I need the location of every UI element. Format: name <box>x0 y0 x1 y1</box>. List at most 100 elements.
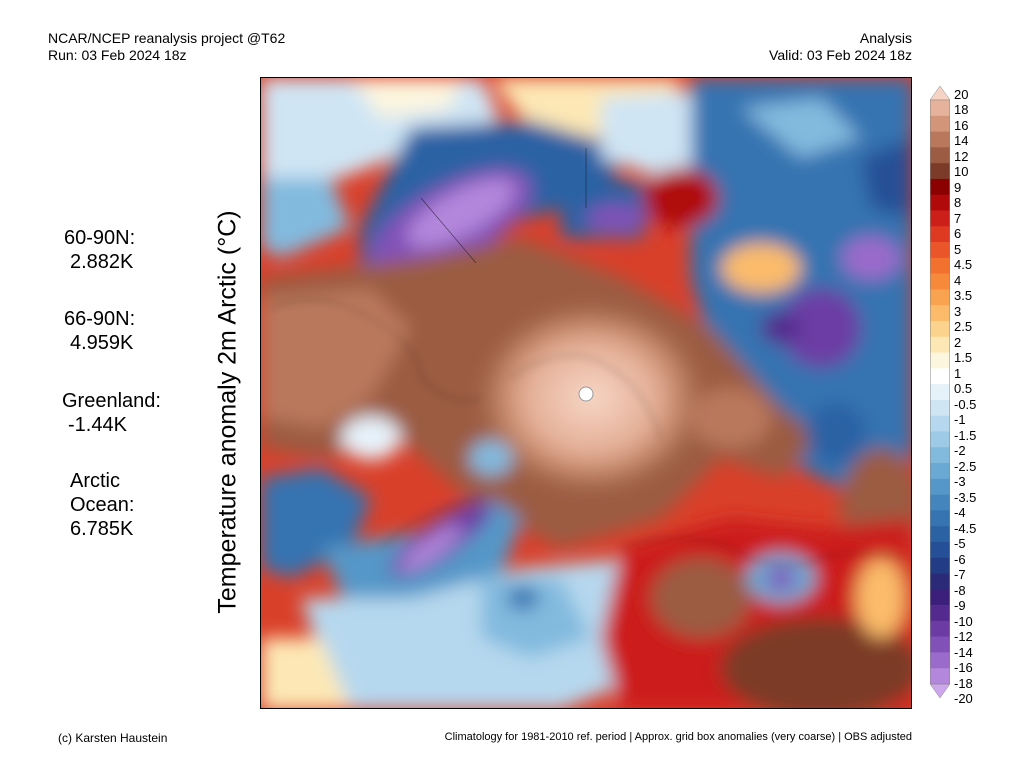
stat-value: 2.882K <box>70 251 134 273</box>
stat-label: 60-90N: <box>64 227 136 249</box>
colorbar-tick-label: 7 <box>954 210 962 226</box>
colorbar-tick-label: -8 <box>954 582 966 598</box>
colorbar-swatch <box>930 242 950 259</box>
stat-value: -1.44K <box>68 414 127 436</box>
colorbar-tick-label: 12 <box>954 148 969 164</box>
stat-label: 66-90N: <box>64 308 136 330</box>
colorbar-swatch <box>930 305 950 322</box>
colorbar-tick-label: -16 <box>954 660 973 676</box>
colorbar-swatch <box>930 431 950 448</box>
map-title: Temperature anomaly 2m Arctic (°C) <box>213 210 242 614</box>
colorbar-tick-label: 1 <box>954 365 962 381</box>
colorbar-tick-label: -3.5 <box>954 489 977 505</box>
colorbar-swatch <box>930 652 950 669</box>
colorbar-tick-label: 14 <box>954 133 969 149</box>
colorbar-tick-label: -20 <box>954 691 973 706</box>
stat-label-2: Ocean: <box>70 494 135 516</box>
colorbar-swatch <box>930 573 950 590</box>
project-title: NCAR/NCEP reanalysis project @T62 <box>48 30 286 46</box>
colorbar-swatch <box>930 194 950 211</box>
colorbar-swatch <box>930 368 950 385</box>
colorbar-swatch <box>930 494 950 511</box>
colorbar-tick-label: 6 <box>954 226 962 242</box>
colorbar-swatch <box>930 257 950 274</box>
colorbar-swatch <box>930 163 950 180</box>
colorbar-swatch <box>930 620 950 637</box>
stat-greenland: Greenland: -1.44K <box>62 389 161 437</box>
colorbar-tick-label: 1.5 <box>954 350 973 366</box>
colorbar-tick-label: 16 <box>954 117 969 133</box>
colorbar-swatch <box>930 541 950 559</box>
colorbar-swatch <box>930 557 950 574</box>
colorbar-tick-label: -3 <box>954 474 966 490</box>
colorbar-tick-label: 3 <box>954 303 962 319</box>
colorbar-tick-label: -14 <box>954 644 973 660</box>
colorbar-tick-label: -10 <box>954 613 973 629</box>
colorbar-tick-label: 9 <box>954 179 962 195</box>
colorbar-swatch <box>930 447 950 464</box>
analysis-label: Analysis <box>859 30 912 46</box>
colorbar-tick-label: -4.5 <box>954 520 977 536</box>
footer-note: Climatology for 1981-2010 ref. period | … <box>444 731 912 743</box>
colorbar-swatch <box>930 115 950 132</box>
stat-value: 4.959K <box>70 332 134 354</box>
colorbar <box>930 86 950 698</box>
run-time: Run: 03 Feb 2024 18z <box>48 47 187 63</box>
colorbar-swatch <box>930 668 950 685</box>
colorbar-swatch <box>930 320 950 338</box>
colorbar-swatch <box>930 147 950 164</box>
colorbar-swatch <box>930 289 950 306</box>
stat-66-90n: 66-90N: 4.959K <box>64 307 135 355</box>
credit: (c) Karsten Haustein <box>58 731 168 745</box>
colorbar-tick-label: -2.5 <box>954 458 977 474</box>
header-left: NCAR/NCEP reanalysis project @T62 Run: 0… <box>48 30 285 64</box>
colorbar-tick-label: 18 <box>954 102 969 118</box>
colorbar-tick-label: 0.5 <box>954 381 973 397</box>
stat-value: 6.785K <box>70 518 134 540</box>
colorbar-swatch <box>930 210 950 227</box>
colorbar-tick-label: -5 <box>954 536 966 552</box>
colorbar-tick-label: -9 <box>954 598 966 614</box>
colorbar-swatch <box>930 636 950 653</box>
colorbar-swatch <box>930 463 950 480</box>
valid-time: Valid: 03 Feb 2024 18z <box>769 47 912 63</box>
colorbar-swatch <box>930 415 950 432</box>
colorbar-swatch <box>930 352 950 369</box>
stat-label: Greenland: <box>62 390 161 412</box>
colorbar-swatch <box>930 273 950 290</box>
colorbar-tick-label: -18 <box>954 675 973 691</box>
colorbar-tick-label: -12 <box>954 629 973 645</box>
colorbar-tick-label: -4 <box>954 505 966 521</box>
colorbar-bottom-arrow <box>930 683 950 698</box>
anomaly-map <box>260 77 912 709</box>
header-right: Analysis Valid: 03 Feb 2024 18z <box>769 30 912 64</box>
colorbar-swatch <box>930 131 950 148</box>
stat-60-90n: 60-90N: 2.882K <box>64 226 135 274</box>
colorbar-tick-label: 2.5 <box>954 319 973 335</box>
colorbar-tick-label: -0.5 <box>954 396 977 412</box>
colorbar-tick-label: 4 <box>954 272 962 288</box>
colorbar-tick-label: 5 <box>954 241 962 257</box>
colorbar-swatch <box>930 100 950 117</box>
colorbar-swatch <box>930 384 950 401</box>
colorbar-swatch <box>930 526 950 543</box>
colorbar-swatch <box>930 510 950 527</box>
colorbar-tick-label: 10 <box>954 164 969 180</box>
stat-label: Arctic <box>70 470 120 492</box>
colorbar-tick-label: 4.5 <box>954 257 973 273</box>
colorbar-tick-label: -6 <box>954 551 966 567</box>
colorbar-swatch <box>930 336 950 353</box>
colorbar-top-arrow <box>930 86 950 101</box>
colorbar-tick-label: 20 <box>954 87 969 102</box>
colorbar-swatch <box>930 399 950 416</box>
colorbar-tick-label: 3.5 <box>954 288 973 304</box>
stat-arctic-ocean: Arctic Ocean: 6.785K <box>70 469 134 541</box>
colorbar-tick-label: 8 <box>954 195 962 211</box>
colorbar-tick-label: -7 <box>954 567 966 583</box>
colorbar-tick-label: 2 <box>954 334 962 350</box>
colorbar-swatch <box>930 226 950 243</box>
anomaly-map-image <box>261 78 911 708</box>
colorbar-tick-label: -2 <box>954 443 966 459</box>
colorbar-swatch <box>930 605 950 622</box>
colorbar-tick-label: -1 <box>954 412 966 428</box>
